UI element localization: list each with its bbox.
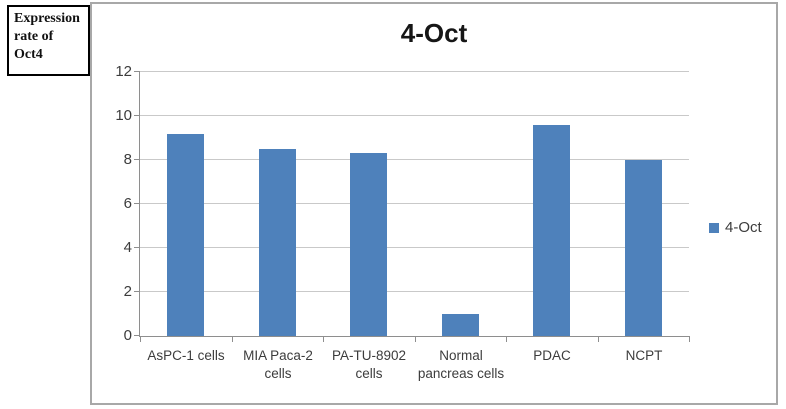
- y-axis-tick-label: 8: [123, 151, 132, 168]
- gridline: [140, 203, 689, 204]
- y-axis-tick-label: 0: [123, 327, 132, 344]
- y-axis-tick-label: 4: [123, 239, 132, 256]
- x-axis-tick: [415, 336, 416, 342]
- y-axis-tick: [134, 159, 140, 160]
- x-axis-category-label: PDAC: [533, 348, 571, 363]
- y-axis-tick-label: 2: [123, 283, 132, 300]
- y-axis-tick-label: 12: [115, 63, 132, 80]
- x-axis-category-label: Normal pancreas cells: [417, 348, 505, 381]
- y-axis-tick-label: 10: [115, 107, 132, 124]
- y-axis-tick-label: 6: [123, 195, 132, 212]
- x-axis-tick: [140, 336, 141, 342]
- y-axis-tick: [134, 247, 140, 248]
- y-axis-tick: [134, 71, 140, 72]
- gridline: [140, 159, 689, 160]
- x-axis-tick: [506, 336, 507, 342]
- y-axis-tick: [134, 335, 140, 336]
- expression-note-line: Expression: [14, 11, 80, 26]
- legend: 4-Oct: [709, 219, 762, 236]
- bar-aspc-1-cells: [167, 134, 204, 336]
- x-axis-tick: [232, 336, 233, 342]
- legend-series-label: 4-Oct: [725, 219, 762, 236]
- gridline: [140, 247, 689, 248]
- y-axis-tick: [134, 291, 140, 292]
- bar-pdac: [533, 125, 570, 336]
- legend-swatch-icon: [709, 222, 719, 233]
- x-axis-category-label: NCPT: [625, 348, 663, 363]
- gridline: [140, 71, 689, 72]
- chart-title: 4-Oct: [400, 18, 468, 48]
- bar-pa-tu-8902: [350, 153, 387, 336]
- expression-note-line: Oct4: [14, 47, 43, 62]
- expression-note-box: Expression rate of Oct4: [7, 5, 90, 76]
- bar-normal: [442, 314, 479, 336]
- bar-ncpt: [625, 160, 662, 336]
- chart-frame: 4-Oct 0 2 4 6 8 10 12 AsPC-1 cells MIA Paca-2 ce…: [90, 2, 778, 405]
- x-axis-category-label: MIA Paca-2 cells: [243, 348, 313, 381]
- gridline: [140, 115, 689, 116]
- bar-mia-paca-2: [259, 149, 296, 336]
- x-axis-tick: [598, 336, 599, 342]
- x-axis-category-label: PA-TU-8902 cells: [331, 348, 407, 381]
- x-axis-category-label: AsPC-1 cells: [147, 348, 225, 363]
- x-axis-tick: [689, 336, 690, 342]
- plot-area: 0 2 4 6 8 10 12 AsPC-1 cells MIA Paca-2 cells PA-…: [115, 64, 690, 381]
- y-axis-tick: [134, 203, 140, 204]
- x-axis-tick: [323, 336, 324, 342]
- y-axis-tick: [134, 115, 140, 116]
- gridline: [140, 291, 689, 292]
- expression-note-line: rate of: [14, 29, 54, 44]
